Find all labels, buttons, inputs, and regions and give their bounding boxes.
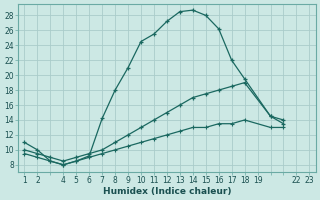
X-axis label: Humidex (Indice chaleur): Humidex (Indice chaleur) [103,187,231,196]
